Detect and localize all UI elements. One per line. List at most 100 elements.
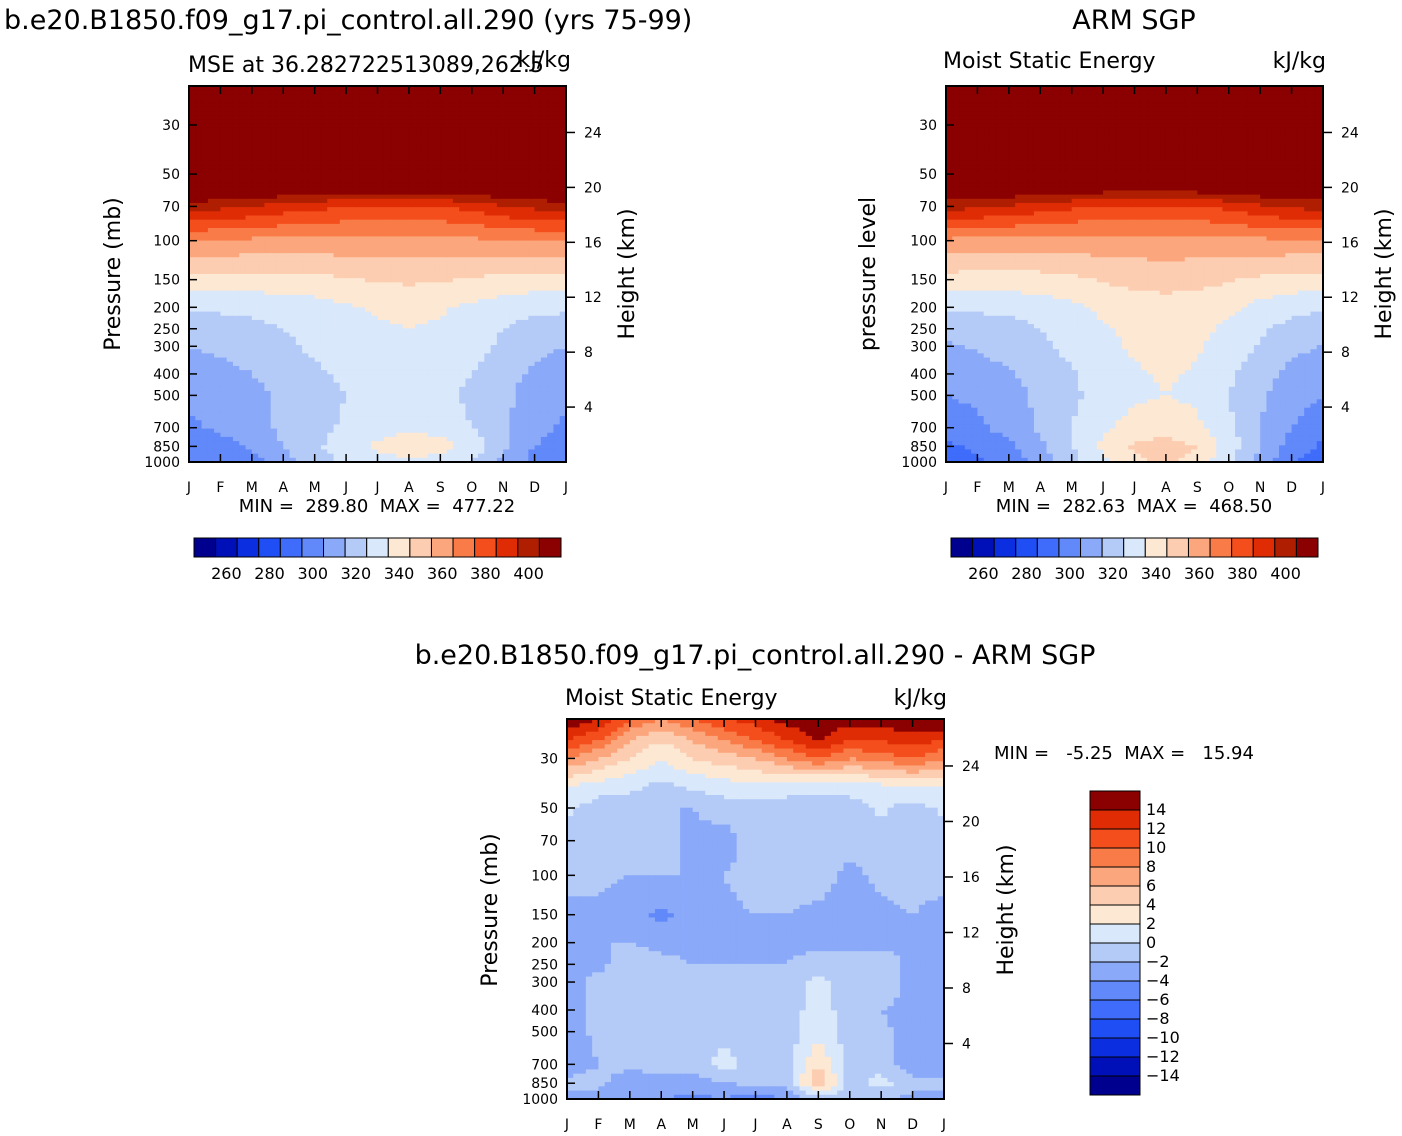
contour-cell — [358, 424, 366, 430]
contour-cell — [333, 98, 341, 104]
contour-cell — [490, 148, 498, 154]
contour-cell — [352, 269, 360, 275]
contour-cell — [302, 282, 309, 288]
contour-cell — [540, 332, 548, 338]
contour-cell — [352, 361, 360, 367]
contour-cell — [522, 332, 529, 338]
contour-cell — [283, 165, 291, 171]
contour-cell — [547, 365, 555, 371]
contour-cell — [534, 311, 542, 317]
contour-cell — [364, 345, 372, 350]
contour-cell — [509, 324, 517, 329]
contour-cell — [547, 182, 555, 187]
contour-cell — [522, 198, 529, 204]
contour-cell — [509, 127, 517, 133]
contour-cell — [547, 228, 555, 233]
contour-cell — [421, 424, 429, 430]
contour-cell — [408, 240, 416, 246]
contour-cell — [452, 420, 460, 425]
contour-cell — [346, 311, 353, 317]
contour-cell — [358, 332, 366, 338]
contour-cell — [402, 123, 410, 129]
contour-cell — [427, 365, 435, 371]
contour-cell — [239, 311, 247, 317]
contour-cell — [427, 261, 435, 267]
contour-cell — [346, 219, 353, 225]
contour-cell — [421, 269, 429, 275]
contour-cell — [465, 131, 473, 137]
contour-cell — [383, 240, 391, 246]
contour-cell — [283, 299, 291, 304]
contour-cell — [421, 319, 429, 325]
contour-cell — [553, 207, 561, 212]
contour-cell — [490, 353, 498, 359]
contour-cell — [534, 365, 542, 371]
contour-cell — [522, 236, 529, 242]
contour-cell — [459, 294, 467, 300]
contour-cell — [214, 257, 222, 263]
contour-cell — [245, 207, 253, 212]
contour-cell — [390, 374, 397, 380]
contour-cell — [446, 152, 454, 158]
contour-cell — [540, 390, 548, 396]
contour-cell — [446, 157, 454, 162]
contour-cell — [339, 357, 347, 363]
contour-cell — [327, 374, 335, 380]
contour-cell — [496, 123, 504, 129]
contour-cell — [207, 294, 215, 300]
contour-cell — [189, 328, 196, 334]
contour-cell — [308, 136, 316, 141]
contour-cell — [346, 274, 353, 279]
contour-cell — [390, 253, 397, 258]
contour-cell — [320, 236, 328, 242]
contour-cell — [459, 428, 467, 434]
contour-cell — [195, 140, 203, 146]
contour-cell — [352, 315, 360, 321]
contour-cell — [522, 127, 529, 133]
contour-cell — [352, 357, 360, 363]
contour-cell — [559, 386, 566, 392]
contour-cell — [339, 127, 347, 133]
contour-cell — [308, 370, 316, 375]
contour-cell — [415, 290, 423, 296]
contour-cell — [540, 244, 548, 250]
contour-cell — [289, 211, 297, 217]
contour-cell — [440, 161, 448, 166]
contour-cell — [377, 169, 385, 175]
contour-cell — [232, 152, 240, 158]
contour-cell — [522, 278, 529, 283]
contour-cell — [339, 261, 347, 267]
contour-cell — [534, 127, 542, 133]
contour-cell — [440, 407, 448, 413]
contour-cell — [452, 370, 460, 375]
contour-cell — [258, 94, 265, 100]
contour-cell — [314, 290, 322, 296]
contour-cell — [327, 428, 335, 434]
contour-cell — [264, 182, 272, 187]
contour-cell — [308, 123, 316, 129]
contour-cell — [496, 420, 504, 425]
contour-cell — [302, 169, 309, 175]
contour-cell — [302, 140, 309, 146]
contour-cell — [459, 240, 467, 246]
contour-cell — [396, 399, 404, 405]
contour-cell — [478, 236, 485, 242]
contour-cell — [189, 202, 196, 208]
contour-cell — [515, 357, 523, 363]
contour-cell — [302, 86, 309, 91]
contour-cell — [276, 228, 284, 233]
contour-cell — [251, 119, 259, 125]
contour-cell — [377, 261, 385, 267]
contour-cell — [402, 282, 410, 288]
contour-cell — [358, 407, 366, 413]
contour-cell — [465, 198, 473, 204]
contour-cell — [327, 232, 335, 237]
contour-cell — [207, 253, 215, 258]
contour-cell — [333, 236, 341, 242]
contour-cell — [383, 123, 391, 129]
contour-cell — [195, 307, 203, 313]
contour-cell — [559, 420, 566, 425]
contour-cell — [214, 186, 222, 192]
contour-cell — [220, 90, 228, 95]
contour-cell — [522, 324, 529, 329]
